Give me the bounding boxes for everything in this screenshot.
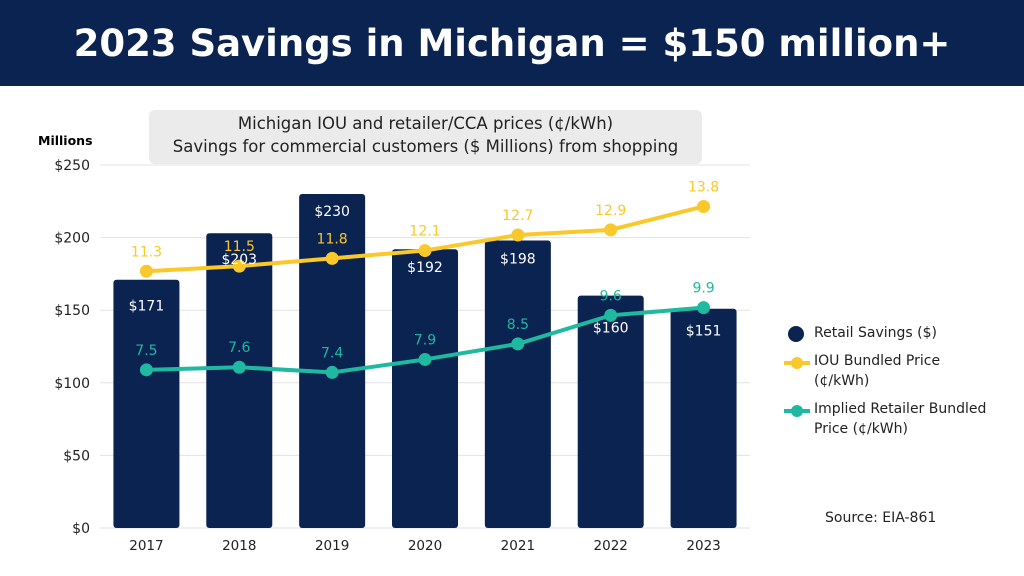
bar — [484, 240, 551, 528]
bar-value-label: $151 — [686, 324, 722, 340]
subtitle-line-1: Michigan IOU and retailer/CCA prices (¢/… — [237, 114, 614, 133]
x-tick-label: 2017 — [129, 538, 163, 554]
data-point — [325, 365, 339, 379]
chart-subtitle: Michigan IOU and retailer/CCA prices (¢/… — [149, 110, 702, 164]
y-tick-label: $200 — [54, 231, 90, 247]
y-axis-label: Millions — [38, 133, 93, 148]
bar-value-label: $230 — [314, 204, 350, 220]
title-banner: 2023 Savings in Michigan = $150 million+ — [0, 0, 1024, 86]
bar-value-label: $192 — [407, 260, 443, 276]
x-tick-label: 2020 — [408, 538, 442, 554]
bar-value-label: $198 — [500, 252, 536, 268]
data-point — [418, 244, 432, 258]
data-label: 8.5 — [507, 317, 529, 333]
y-tick-label: $0 — [72, 521, 90, 537]
data-label: 7.5 — [135, 343, 157, 359]
data-point — [325, 251, 339, 265]
legend-line-marker — [784, 357, 810, 369]
data-label: 7.9 — [414, 332, 436, 348]
data-label: 9.9 — [692, 281, 714, 297]
page-title: 2023 Savings in Michigan = $150 million+ — [73, 21, 951, 65]
data-label: 11.8 — [317, 231, 348, 247]
data-point — [511, 337, 525, 351]
data-label: 11.5 — [224, 239, 255, 255]
y-tick-label: $250 — [54, 158, 90, 174]
x-tick-label: 2018 — [222, 538, 256, 554]
y-tick-label: $50 — [63, 448, 90, 464]
bar — [299, 194, 366, 529]
data-point — [232, 259, 246, 273]
x-tick-label: 2019 — [315, 538, 349, 554]
data-label: 7.4 — [321, 345, 343, 361]
y-tick-label: $100 — [54, 376, 90, 392]
source-note: Source: EIA-861 — [825, 510, 937, 526]
legend-item-iou: IOU Bundled Price (¢/kWh) — [784, 351, 978, 391]
bar — [206, 233, 273, 528]
data-point — [604, 308, 618, 322]
x-tick-label: 2022 — [594, 538, 628, 554]
data-label: 7.6 — [228, 340, 250, 356]
bar-value-label: $160 — [593, 321, 629, 337]
y-tick-label: $150 — [54, 303, 90, 319]
bar — [670, 308, 737, 528]
bar — [392, 249, 458, 528]
legend-item-savings: Retail Savings ($) — [788, 323, 937, 343]
legend-label: Implied Retailer Bundled Price (¢/kWh) — [814, 401, 987, 437]
bar-value-label: $171 — [129, 299, 165, 315]
data-point — [232, 360, 246, 374]
legend-line-marker — [784, 405, 810, 417]
data-label: 9.6 — [600, 288, 622, 304]
legend-bar-marker — [788, 326, 804, 342]
data-label: 13.8 — [688, 179, 719, 195]
data-point — [697, 199, 711, 213]
bar — [113, 279, 180, 528]
data-point — [418, 352, 432, 366]
data-label: 12.9 — [595, 203, 626, 219]
subtitle-line-2: Savings for commercial customers ($ Mill… — [172, 137, 679, 156]
data-label: 11.3 — [131, 244, 162, 260]
data-point — [511, 228, 525, 242]
x-tick-label: 2021 — [501, 538, 535, 554]
legend-item-retailer: Implied Retailer Bundled Price (¢/kWh) — [784, 399, 993, 439]
x-tick-label: 2023 — [686, 538, 720, 554]
data-point — [697, 301, 711, 315]
data-point — [604, 223, 618, 237]
data-label: 12.7 — [502, 208, 533, 224]
bar-value-label: $203 — [221, 252, 257, 268]
legend-label: IOU Bundled Price (¢/kWh) — [814, 353, 941, 389]
data-point — [139, 363, 153, 377]
bar — [577, 295, 644, 528]
data-point — [139, 264, 153, 278]
data-label: 12.1 — [409, 224, 440, 240]
legend-label: Retail Savings ($) — [814, 325, 937, 341]
